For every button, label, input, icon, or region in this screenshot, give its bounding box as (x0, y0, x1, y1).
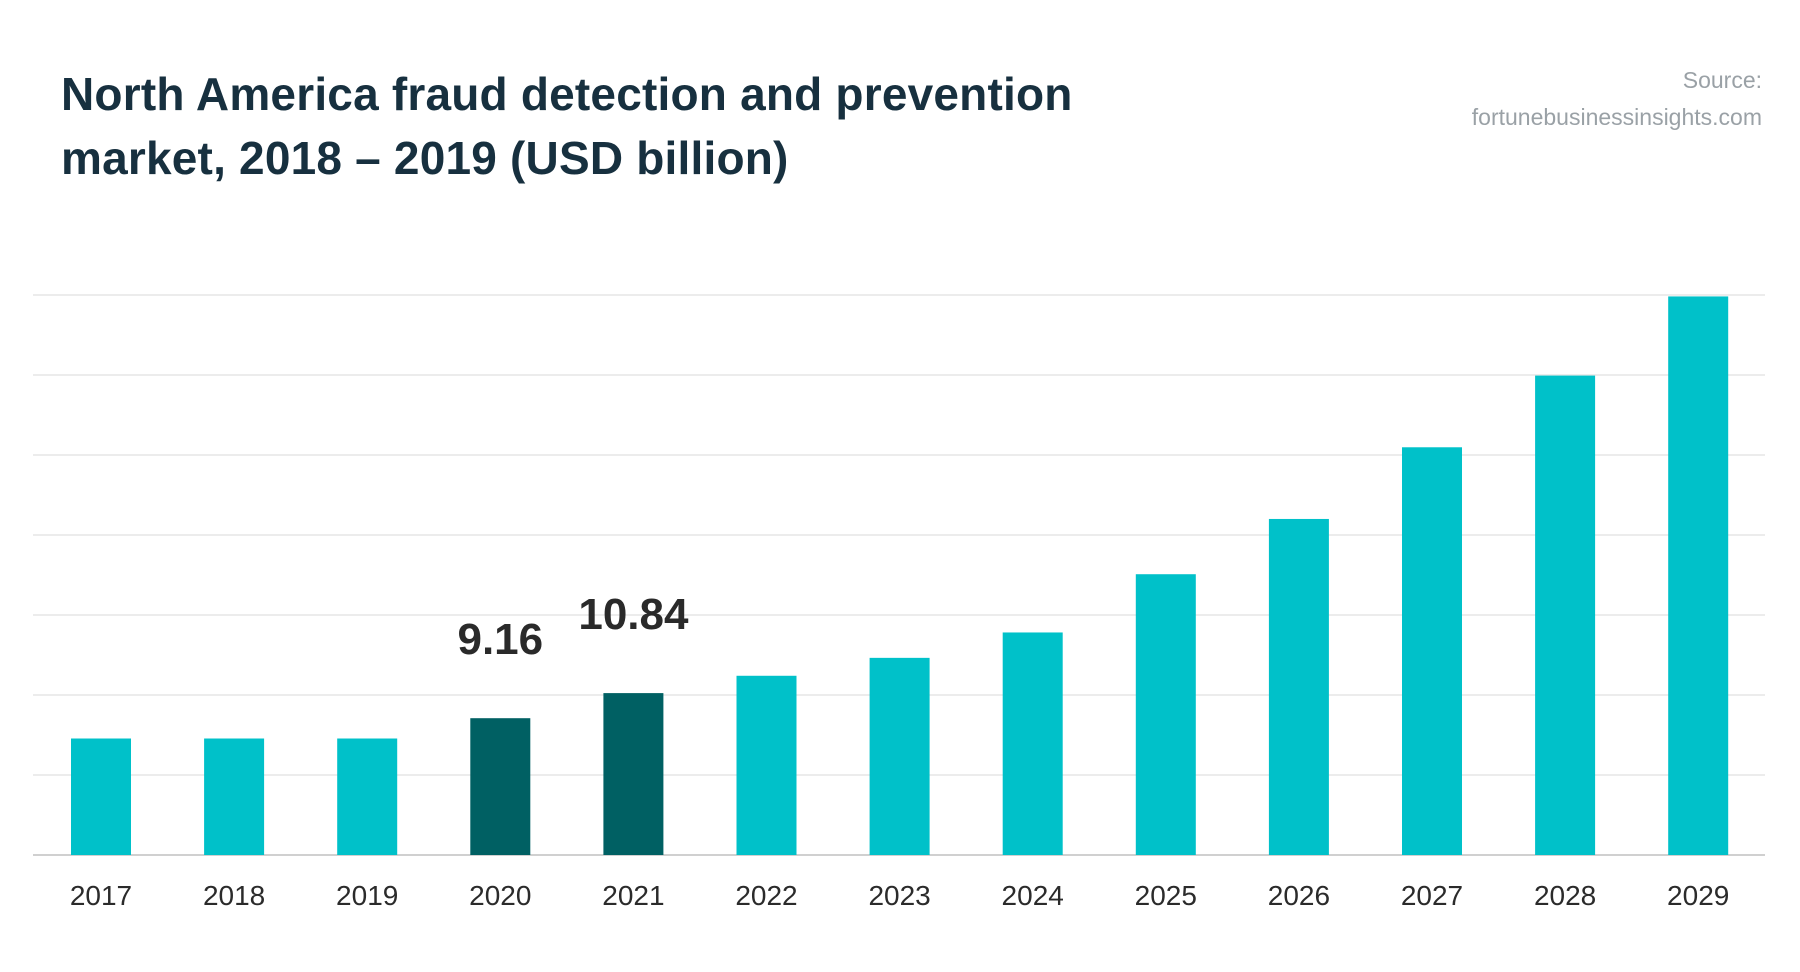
source-url: fortunebusinessinsights.com (1471, 104, 1762, 130)
x-tick-label-2024: 2024 (1002, 880, 1064, 911)
bar-2025 (1135, 574, 1196, 855)
x-tick-label-2025: 2025 (1135, 880, 1197, 911)
x-tick-label-2027: 2027 (1401, 880, 1463, 911)
bar-2028 (1535, 375, 1596, 855)
bar-2022 (736, 675, 797, 855)
bar-2018 (204, 738, 265, 855)
bar-2027 (1402, 447, 1462, 855)
data-labels: 9.16 10.84 (457, 590, 689, 664)
bar-2021 (603, 693, 664, 855)
x-tick-label-2029: 2029 (1667, 880, 1729, 911)
x-tick-label-2021: 2021 (602, 880, 664, 911)
bar-2017 (71, 738, 131, 855)
bar-2024 (1002, 632, 1063, 855)
data-label-2020: 9.16 (457, 615, 543, 664)
chart-title: North America fraud detection and preven… (61, 62, 1161, 190)
bar-2023 (869, 657, 930, 855)
chart-title-line-1: North America fraud detection and preven… (61, 68, 1073, 120)
x-axis-tick-labels: 2017 2018 2019 2020 2021 2022 2023 2024 2025 2026… (70, 880, 1729, 911)
chart-title-line-2: market, 2018 – 2019 (USD billion) (61, 132, 789, 184)
bar-2029 (1668, 296, 1729, 855)
bars (71, 296, 1729, 855)
x-tick-label-2017: 2017 (70, 880, 132, 911)
bar-2026 (1268, 518, 1329, 855)
bar-2020 (470, 718, 531, 855)
x-tick-label-2020: 2020 (469, 880, 531, 911)
x-tick-label-2019: 2019 (336, 880, 398, 911)
x-tick-label-2022: 2022 (735, 880, 797, 911)
x-tick-label-2028: 2028 (1534, 880, 1596, 911)
x-tick-label-2023: 2023 (868, 880, 930, 911)
x-tick-label-2026: 2026 (1268, 880, 1330, 911)
source-label: Source: (1682, 67, 1762, 93)
bar-2019 (337, 738, 398, 855)
source-note: Source: fortunebusinessinsights.com (1472, 62, 1762, 136)
data-label-2021: 10.84 (578, 590, 689, 639)
x-tick-label-2018: 2018 (203, 880, 265, 911)
